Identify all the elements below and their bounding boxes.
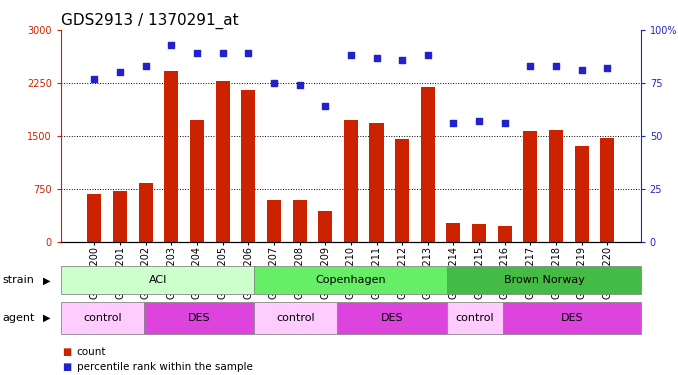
Bar [498,226,512,242]
Point [551,63,561,69]
Text: DES: DES [188,313,210,323]
Bar [113,191,127,242]
Bar [318,211,332,242]
Bar [447,302,502,334]
Bar [446,223,460,242]
Bar [190,120,204,242]
Text: GDS2913 / 1370291_at: GDS2913 / 1370291_at [61,13,239,29]
Point [448,120,459,126]
Bar [337,302,447,334]
Point [89,76,100,82]
Bar [139,183,153,242]
Bar [254,302,337,334]
Point [268,80,279,86]
Point [576,67,587,73]
Bar [61,266,254,294]
Point [294,82,305,88]
Text: ACI: ACI [148,275,167,285]
Point [345,53,356,58]
Bar [575,146,589,242]
Text: Brown Norway: Brown Norway [504,275,584,285]
Text: strain: strain [2,275,34,285]
Bar [164,71,178,242]
Point [320,103,331,109]
Bar [61,302,144,334]
Point [192,50,203,56]
Bar [216,81,230,242]
Point [115,69,125,75]
Text: control: control [456,313,494,323]
Bar [267,200,281,242]
Text: DES: DES [381,313,403,323]
Point [397,57,407,63]
Point [499,120,510,126]
Text: count: count [77,347,106,357]
Point [217,50,228,56]
Bar [549,130,563,242]
Point [602,65,613,71]
Bar [395,139,410,242]
Text: agent: agent [2,313,35,323]
Bar [502,302,641,334]
Text: control: control [277,313,315,323]
Text: ▶: ▶ [43,275,51,285]
Bar [87,194,102,242]
Text: control: control [83,313,122,323]
Text: ▶: ▶ [43,313,51,323]
Point [371,54,382,60]
Bar [344,120,358,242]
Bar [421,87,435,242]
Bar [144,302,254,334]
Bar [254,266,447,294]
Point [243,50,254,56]
Bar [472,224,486,242]
Bar [370,123,384,242]
Text: ■: ■ [62,362,72,372]
Point [525,63,536,69]
Point [166,42,177,48]
Bar [447,266,641,294]
Bar [241,90,256,242]
Point [422,53,433,58]
Bar [523,131,538,242]
Point [474,118,485,124]
Text: Copenhagen: Copenhagen [315,275,386,285]
Text: percentile rank within the sample: percentile rank within the sample [77,362,252,372]
Text: DES: DES [561,313,583,323]
Text: ■: ■ [62,347,72,357]
Bar [600,138,614,242]
Point [140,63,151,69]
Bar [292,200,306,242]
